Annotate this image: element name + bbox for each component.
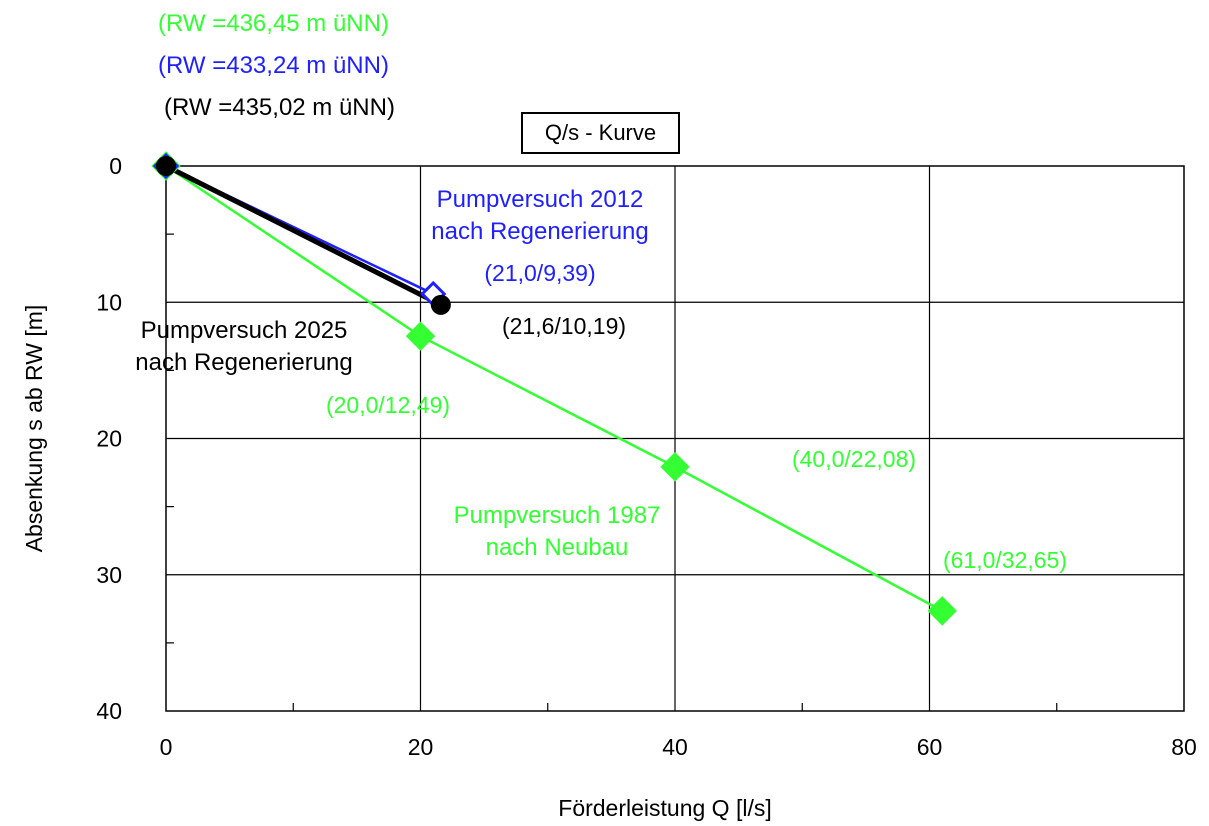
series-annotation: nach Neubau	[486, 534, 629, 561]
rw-line-1987: (RW =436,45 m üNN)	[158, 10, 389, 37]
y-axis-label: Absenkung s ab RW [m]	[21, 305, 47, 553]
data-point	[660, 452, 690, 482]
chart-title: Q/s - Kurve	[544, 120, 657, 145]
chart-title-box: Q/s - Kurve	[521, 112, 680, 154]
series-annotation: nach Regenerierung	[431, 218, 649, 245]
series-annotation: Pumpversuch 2012	[437, 186, 644, 213]
series-annotation: Pumpversuch 1987	[454, 502, 661, 529]
data-point	[430, 294, 451, 315]
y-tick-label: 10	[96, 289, 122, 315]
x-tick-label: 40	[662, 734, 688, 760]
series-annotation: nach Regenerierung	[135, 349, 353, 376]
rw-line-2012: (RW =433,24 m üNN)	[158, 52, 389, 79]
x-tick-label: 80	[1171, 734, 1197, 760]
y-tick-label: 20	[96, 426, 122, 452]
point-label: (21,6/10,19)	[502, 313, 626, 339]
series-annotation: Pumpversuch 2025	[141, 317, 348, 344]
x-tick-label: 0	[160, 734, 173, 760]
y-tick-label: 30	[96, 562, 122, 588]
point-label: (61,0/32,65)	[943, 547, 1067, 573]
data-point	[405, 321, 436, 351]
data-point	[156, 156, 176, 176]
series-line	[165, 164, 943, 612]
y-tick-label: 0	[109, 153, 122, 179]
x-tick-label: 60	[917, 734, 943, 760]
plot-frame	[165, 165, 1185, 712]
point-label: (21,0/9,39)	[484, 260, 595, 286]
point-label: (40,0/22,08)	[792, 446, 916, 472]
rw-line-2025: (RW =435,02 m üNN)	[164, 94, 395, 121]
x-tick-label: 20	[408, 734, 434, 760]
series-line	[164, 163, 442, 308]
y-tick-label: 40	[96, 698, 122, 724]
x-axis-label: Förderleistung Q [l/s]	[558, 795, 771, 821]
point-label: (20,0/12,49)	[326, 392, 450, 418]
data-point	[927, 596, 957, 626]
